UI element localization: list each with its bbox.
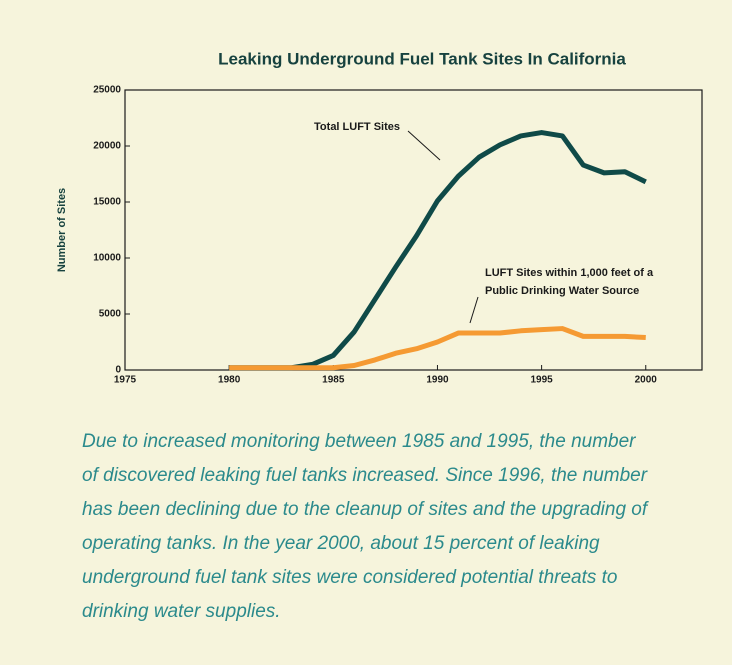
caption-line: underground fuel tank sites were conside… [82,567,618,588]
chart-title: Leaking Underground Fuel Tank Sites In C… [218,49,626,68]
y-axis-label: Number of Sites [56,188,68,272]
y-tick-label: 5000 [99,309,122,320]
y-tick-label: 0 [115,365,121,376]
y-tick-label: 10000 [93,253,121,264]
annotation: Total LUFT Sites [314,121,400,133]
leader-line [407,130,441,161]
x-tick-label: 1975 [114,375,137,386]
x-tick-label: 1995 [530,375,553,386]
caption-line: has been declining due to the cleanup of… [82,499,649,520]
y-tick-label: 25000 [93,85,121,96]
x-tick-label: 1980 [218,375,241,386]
y-tick-label: 15000 [93,197,121,208]
caption-line: Due to increased monitoring between 1985… [82,431,636,452]
plot-frame [124,89,703,371]
x-tick-label: 1990 [426,375,449,386]
x-tick-label: 2000 [635,375,658,386]
caption-line: operating tanks. In the year 2000, about… [82,533,600,554]
caption-line: of discovered leaking fuel tanks increas… [82,465,648,486]
annotation: Public Drinking Water Source [485,285,639,297]
caption-line: drinking water supplies. [82,601,281,622]
leader-line [469,296,479,324]
annotation: LUFT Sites within 1,000 feet of a [485,267,654,279]
series-line [229,326,646,371]
x-tick-label: 1985 [322,375,345,386]
y-tick-label: 20000 [93,141,121,152]
